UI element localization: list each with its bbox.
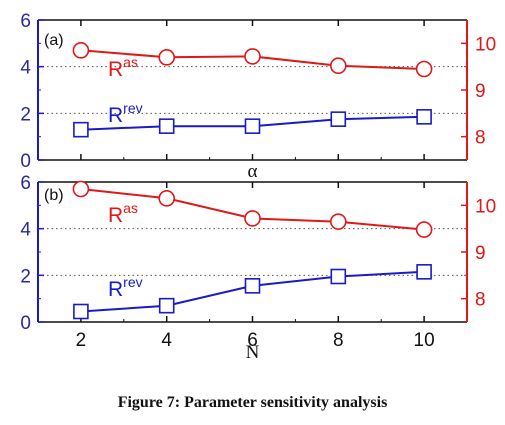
x-axis-label: α — [248, 161, 258, 182]
left-tick-label: 6 — [20, 11, 31, 32]
marker-square-rev — [158, 118, 175, 134]
marker-square-rev — [73, 303, 89, 320]
marker-square-rev — [73, 121, 89, 138]
series-label-superscript: as — [123, 54, 138, 70]
right-tick-label: 8 — [475, 128, 486, 149]
series-label-rev: Rrev — [108, 274, 143, 301]
left-tick-label: 4 — [20, 220, 31, 241]
series-label-main: R — [108, 104, 123, 127]
x-tick-label: 4 — [161, 330, 172, 351]
series-label-superscript: rev — [123, 100, 142, 116]
marker-square-rev — [416, 264, 432, 280]
marker-circle-as — [244, 48, 261, 65]
x-tick-label: 6 — [247, 330, 258, 351]
marker-circle-as — [329, 213, 347, 230]
x-tick-label: 8 — [333, 330, 344, 351]
marker-square-rev — [330, 111, 347, 127]
marker-square-rev — [158, 297, 175, 314]
marker-circle-as — [415, 60, 433, 78]
marker-circle-as — [72, 180, 90, 198]
series-label-rev: Rrev — [108, 100, 143, 127]
series-label-main: R — [108, 58, 123, 81]
left-tick-label: 2 — [20, 266, 31, 287]
marker-circle-as — [158, 190, 175, 207]
marker-circle-as — [158, 49, 175, 66]
x-axis-label: N — [246, 342, 260, 363]
right-tick-label: 9 — [475, 243, 486, 264]
series-label-main: R — [108, 204, 123, 227]
marker-circle-as — [329, 57, 347, 75]
marker-square-rev — [330, 268, 347, 285]
marker-circle-as — [244, 210, 261, 227]
left-tick-label: 2 — [20, 104, 31, 125]
panel-tag: (a) — [44, 32, 64, 49]
left-tick-label: 0 — [20, 313, 31, 334]
series-label-superscript: rev — [123, 274, 142, 290]
series-label-as: Ras — [108, 200, 138, 227]
x-tick-label: 10 — [414, 330, 435, 351]
left-tick-label: 4 — [20, 58, 31, 79]
right-tick-label: 10 — [475, 34, 496, 55]
series-label-main: R — [108, 278, 123, 301]
right-tick-label: 10 — [475, 196, 496, 217]
series-label-as: Ras — [108, 54, 138, 81]
marker-circle-as — [72, 42, 90, 59]
marker-circle-as — [415, 221, 433, 238]
right-tick-label: 9 — [475, 81, 486, 102]
marker-square-rev — [416, 109, 432, 125]
left-tick-label: 6 — [20, 173, 31, 194]
figure-caption: Figure 7: Parameter sensitivity analysis — [117, 394, 388, 411]
marker-square-rev — [244, 278, 261, 294]
series-label-superscript: as — [123, 200, 138, 216]
panel-tag: (b) — [44, 187, 64, 204]
left-tick-label: 0 — [20, 151, 31, 172]
x-tick-label: 2 — [76, 330, 87, 351]
right-tick-label: 8 — [475, 290, 486, 311]
marker-square-rev — [244, 118, 261, 134]
